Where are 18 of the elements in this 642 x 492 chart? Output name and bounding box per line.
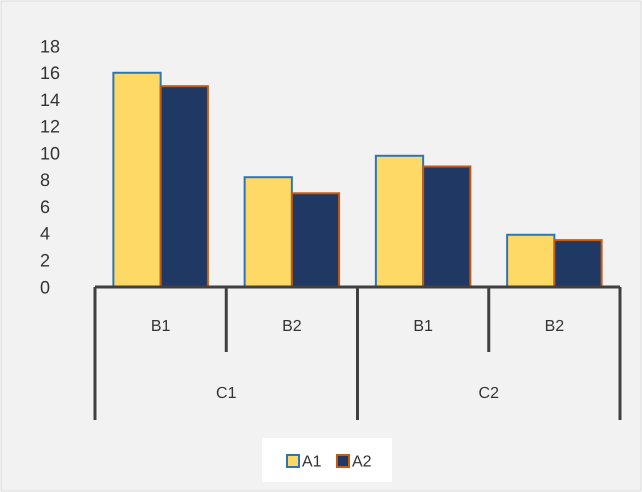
x-tick-label: B2 [544,318,564,335]
y-tick-label: 16 [40,63,60,84]
text: C1 [216,385,237,402]
y-tick-label: 14 [40,90,60,110]
y-tick-label: 10 [40,143,60,164]
x-tick-label: B2 [282,318,302,335]
legend-label: A2 [352,454,372,471]
y-tick-label: 6 [40,196,50,217]
y-tick-label: 4 [40,224,50,244]
legend-label: A1 [302,454,322,471]
y-tick-label: 0 [40,277,50,298]
y-tick-label: 12 [40,116,60,137]
y-tick-label: 18 [40,36,60,56]
text: C2 [478,385,500,402]
x-tick-label: B1 [413,318,434,335]
y-tick-label: 2 [40,250,50,271]
y-tick-label: 8 [40,170,50,190]
x-tick-label: B1 [150,318,171,335]
